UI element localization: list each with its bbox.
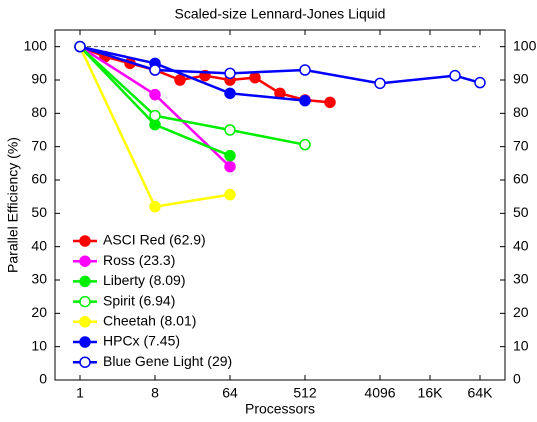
- data-point: [74, 40, 86, 53]
- legend-marker: [79, 316, 91, 328]
- data-point: [149, 88, 161, 101]
- y-axis-label: Parallel Efficiency (%): [5, 137, 21, 273]
- y-tick-label: 60: [31, 171, 47, 187]
- data-point: [299, 64, 311, 76]
- y-tick-label: 30: [31, 271, 47, 287]
- legend-marker: [79, 275, 91, 288]
- y2-tick-label: 0: [513, 371, 521, 387]
- plot-frame: [54, 29, 506, 381]
- data-point: [224, 67, 236, 80]
- x-tick-label: 16K: [418, 385, 444, 401]
- chart-title: Scaled-size Lennard-Jones Liquid: [175, 6, 386, 22]
- data-point: [324, 96, 336, 109]
- legend-marker: [79, 336, 91, 348]
- y2-tick-label: 100: [513, 37, 537, 53]
- legend-marker: [79, 356, 91, 368]
- legend-marker: [79, 235, 91, 247]
- legend-label: Blue Gene Light (29): [103, 353, 232, 369]
- series-line: [79, 45, 306, 102]
- y2-tick-label: 20: [513, 304, 529, 320]
- x-tick-label: 64: [222, 385, 238, 401]
- data-point: [299, 138, 311, 151]
- y2-tick-label: 60: [513, 171, 529, 187]
- legend-label: Liberty (8.09): [103, 272, 185, 288]
- y-tick-label: 100: [24, 37, 48, 53]
- legend-label: HPCx (7.45): [103, 333, 180, 349]
- y-tick-label: 70: [31, 137, 47, 153]
- y-tick-label: 80: [31, 104, 47, 120]
- y2-tick-label: 90: [513, 71, 529, 87]
- x-tick-label: 64K: [468, 385, 494, 401]
- legend-label: ASCI Red (62.9): [103, 232, 206, 248]
- y-tick-label: 0: [39, 371, 47, 387]
- data-point: [249, 71, 261, 84]
- data-point: [374, 77, 386, 90]
- y2-tick-label: 70: [513, 137, 529, 153]
- x-tick-label: 4096: [364, 385, 395, 401]
- y-tick-label: 40: [31, 237, 47, 253]
- data-point: [224, 87, 236, 100]
- legend-marker: [79, 255, 91, 267]
- series-line: [79, 45, 306, 146]
- y-tick-label: 20: [31, 304, 47, 320]
- data-point: [149, 109, 161, 122]
- x-tick-label: 8: [151, 385, 159, 401]
- legend-marker: [79, 295, 91, 308]
- data-point: [299, 94, 311, 107]
- y2-tick-label: 40: [513, 237, 529, 253]
- y2-tick-label: 50: [513, 204, 529, 220]
- y2-tick-label: 80: [513, 104, 529, 120]
- y-tick-label: 50: [31, 204, 47, 220]
- legend-label: Ross (23.3): [103, 252, 175, 268]
- x-tick-label: 1: [76, 385, 84, 401]
- y-tick-label: 10: [31, 337, 47, 353]
- series-line: [79, 45, 481, 85]
- data-point: [474, 76, 486, 89]
- data-point: [224, 149, 236, 162]
- data-point: [174, 74, 186, 86]
- legend-label: Spirit (6.94): [103, 292, 175, 308]
- y-tick-label: 90: [31, 71, 47, 87]
- y2-tick-label: 10: [513, 337, 529, 353]
- data-point: [149, 200, 161, 213]
- data-point: [224, 188, 236, 201]
- data-point: [224, 160, 236, 173]
- x-axis-label: Processors: [245, 401, 315, 417]
- y2-tick-label: 30: [513, 271, 529, 287]
- data-point: [449, 69, 461, 82]
- x-tick-label: 512: [293, 385, 317, 401]
- data-point: [149, 64, 161, 76]
- data-point: [224, 124, 236, 136]
- legend-label: Cheetah (8.01): [103, 313, 196, 329]
